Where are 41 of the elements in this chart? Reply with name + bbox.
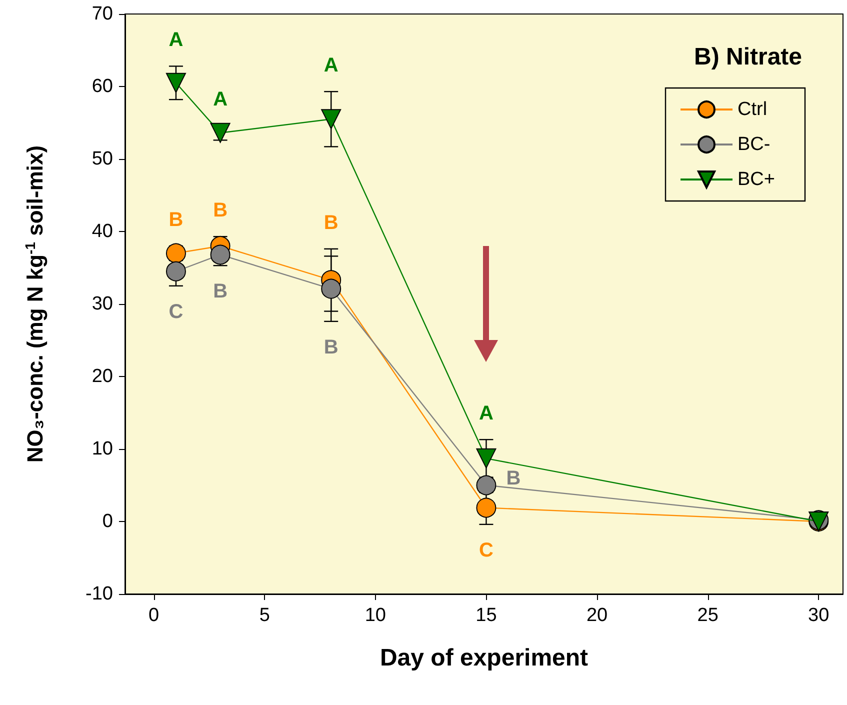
x-tick-label: 25 — [697, 605, 718, 626]
point — [321, 109, 342, 130]
x-axis-title: Day of experiment — [380, 644, 588, 672]
y-tick-label: 10 — [92, 438, 113, 460]
y-tick-label: 20 — [92, 366, 113, 387]
data-label: A — [478, 402, 494, 425]
y-tick-label: 60 — [92, 76, 113, 97]
point — [321, 278, 342, 299]
y-tick-label: 0 — [102, 511, 113, 532]
x-tick-label: 10 — [364, 605, 386, 626]
point — [166, 72, 186, 93]
legend-label: BC- — [738, 134, 770, 155]
data-label: B — [213, 200, 228, 222]
data-label: A — [324, 54, 338, 77]
point — [166, 261, 186, 282]
data-label: B — [213, 280, 228, 303]
data-label: A — [168, 29, 184, 52]
data-label: B — [506, 467, 521, 490]
x-tick-label: 0 — [148, 605, 160, 626]
y-tick-label: 50 — [92, 148, 113, 170]
point — [476, 498, 496, 518]
data-label: A — [213, 88, 228, 111]
y-axis-title: NO₃-conc. (mg N kg-1 soil-mix) — [22, 145, 48, 463]
point — [476, 448, 496, 468]
x-tick-label: 15 — [476, 605, 497, 626]
data-label: B — [324, 336, 338, 358]
data-label: B — [168, 209, 184, 231]
legend-label: Ctrl — [738, 99, 768, 120]
y-tick-label: 70 — [92, 4, 113, 24]
y-tick-label: 40 — [92, 221, 113, 242]
y-tick-label: -10 — [86, 584, 113, 604]
data-label: B — [324, 212, 338, 234]
x-tick-label: 5 — [259, 605, 270, 626]
legend-label: BC+ — [738, 169, 776, 190]
y-tick-label: 30 — [92, 294, 113, 314]
text: B) Nitrate — [694, 44, 802, 70]
x-tick-label: 20 — [586, 605, 608, 626]
data-label: C — [478, 539, 494, 562]
x-tick-label: 30 — [808, 605, 830, 626]
point — [210, 122, 230, 143]
data-label: C — [168, 300, 184, 323]
